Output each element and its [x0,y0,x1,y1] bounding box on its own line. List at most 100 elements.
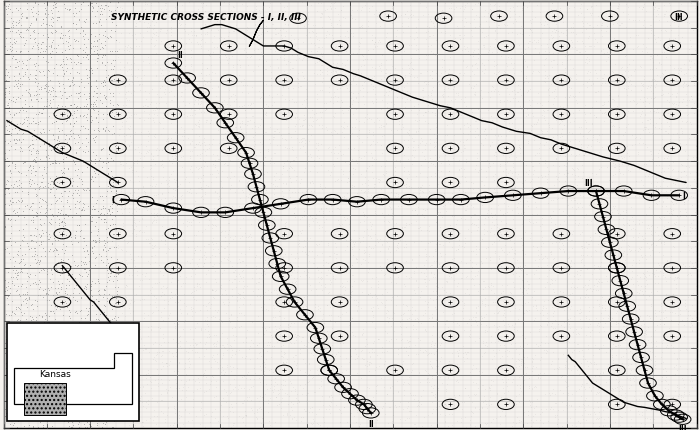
Point [4,338,15,345]
Point [254,175,265,181]
Point [380,297,391,304]
Point [613,163,624,170]
Point [67,337,78,344]
Point [603,192,614,199]
Point [641,49,652,56]
Point [81,247,92,254]
Point [509,284,520,291]
Point [377,81,388,88]
Point [420,298,431,305]
Point [91,296,102,303]
Point [473,132,484,139]
Point [20,299,32,306]
Point [70,204,81,211]
Point [465,52,476,59]
Point [253,28,265,35]
Point [164,377,175,384]
Point [412,17,423,24]
Point [256,15,267,22]
Point [308,374,319,381]
Point [591,378,602,384]
Point [155,313,167,320]
Point [337,4,349,11]
Point [252,286,263,293]
Point [46,308,57,315]
Point [473,55,484,62]
Point [210,188,221,195]
Point [430,363,442,370]
Point [622,64,633,71]
Point [304,235,316,242]
Point [461,355,472,362]
Point [617,132,629,139]
Point [207,162,218,169]
Point [94,91,106,98]
Point [470,243,482,250]
Point [595,47,606,54]
Point [97,322,108,329]
Point [285,399,296,405]
Point [15,52,26,58]
Point [424,371,435,378]
Point [0,156,11,163]
Point [43,296,55,303]
Point [77,28,88,35]
Point [39,336,50,343]
Point [538,108,550,115]
Point [60,211,71,218]
Point [294,123,305,130]
Point [586,25,597,32]
Point [432,80,443,86]
Point [301,332,312,338]
Point [76,383,88,390]
Point [657,92,668,99]
Point [24,325,35,332]
Point [671,345,682,352]
Point [423,52,434,59]
Point [413,402,424,409]
Point [654,268,666,275]
Point [221,162,232,169]
Point [388,159,399,166]
Point [568,5,580,12]
Point [55,258,66,264]
Point [618,221,629,227]
Point [10,339,21,346]
Point [557,390,568,396]
Point [1,66,12,73]
Point [384,371,395,378]
Point [403,71,414,78]
Point [410,342,421,349]
Point [363,251,374,258]
Point [470,118,481,125]
Point [620,346,631,353]
Point [169,424,181,430]
Point [193,281,204,288]
Point [598,119,610,126]
Point [510,401,522,408]
Point [442,70,454,77]
Point [113,351,124,358]
Point [14,20,25,27]
Point [361,384,372,391]
Point [372,336,383,343]
Point [255,23,266,30]
Point [380,238,391,245]
Point [611,383,622,390]
Point [325,253,336,260]
Point [120,96,132,103]
Point [13,391,24,398]
Point [620,194,631,201]
Point [657,366,668,372]
Point [440,395,452,402]
Point [482,108,493,114]
Point [100,312,111,319]
Point [335,211,346,218]
Point [576,243,587,249]
Point [283,324,294,331]
Point [85,113,97,120]
Point [155,6,167,13]
Point [433,261,444,268]
Point [277,304,288,311]
Point [138,19,149,26]
